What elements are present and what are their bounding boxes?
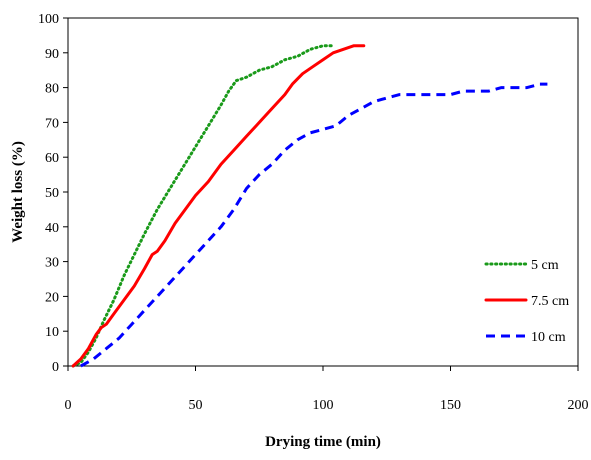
x-tick-label: 150 — [440, 398, 461, 413]
y-tick-label: 100 — [38, 12, 59, 27]
y-tick-label: 10 — [45, 325, 59, 340]
series-group — [71, 44, 548, 368]
x-axis-title: Drying time (min) — [265, 434, 381, 450]
y-tick-label: 60 — [45, 151, 59, 166]
x-tick-label: 0 — [65, 398, 72, 413]
y-tick-label: 20 — [45, 290, 59, 305]
legend-label-1: 7.5 cm — [531, 294, 569, 309]
series-line-2 — [80, 82, 548, 368]
y-tick-label: 80 — [45, 82, 59, 97]
y-tick-label: 30 — [45, 256, 59, 271]
series-line-1 — [71, 44, 366, 368]
y-tick-label: 50 — [45, 186, 59, 201]
legend: 5 cm 7.5 cm 10 cm — [484, 258, 569, 345]
y-axis-title: Weight loss (%) — [10, 141, 26, 243]
plot-frame — [67, 17, 579, 367]
series-line-0 — [71, 44, 335, 368]
ticks-group: 0 10 20 30 40 50 60 70 80 90 100 0 50 100 150 200 — [38, 12, 589, 413]
y-tick-label: 40 — [45, 221, 59, 236]
y-tick-label: 0 — [52, 360, 59, 375]
x-tick-label: 100 — [313, 398, 334, 413]
legend-label-2: 10 cm — [531, 330, 566, 345]
y-tick-label: 70 — [45, 116, 59, 131]
x-tick-label: 50 — [189, 398, 203, 413]
plot-frame-group — [67, 17, 579, 367]
legend-label-0: 5 cm — [531, 258, 559, 273]
x-tick-label: 200 — [568, 398, 589, 413]
y-tick-label: 90 — [45, 47, 59, 62]
